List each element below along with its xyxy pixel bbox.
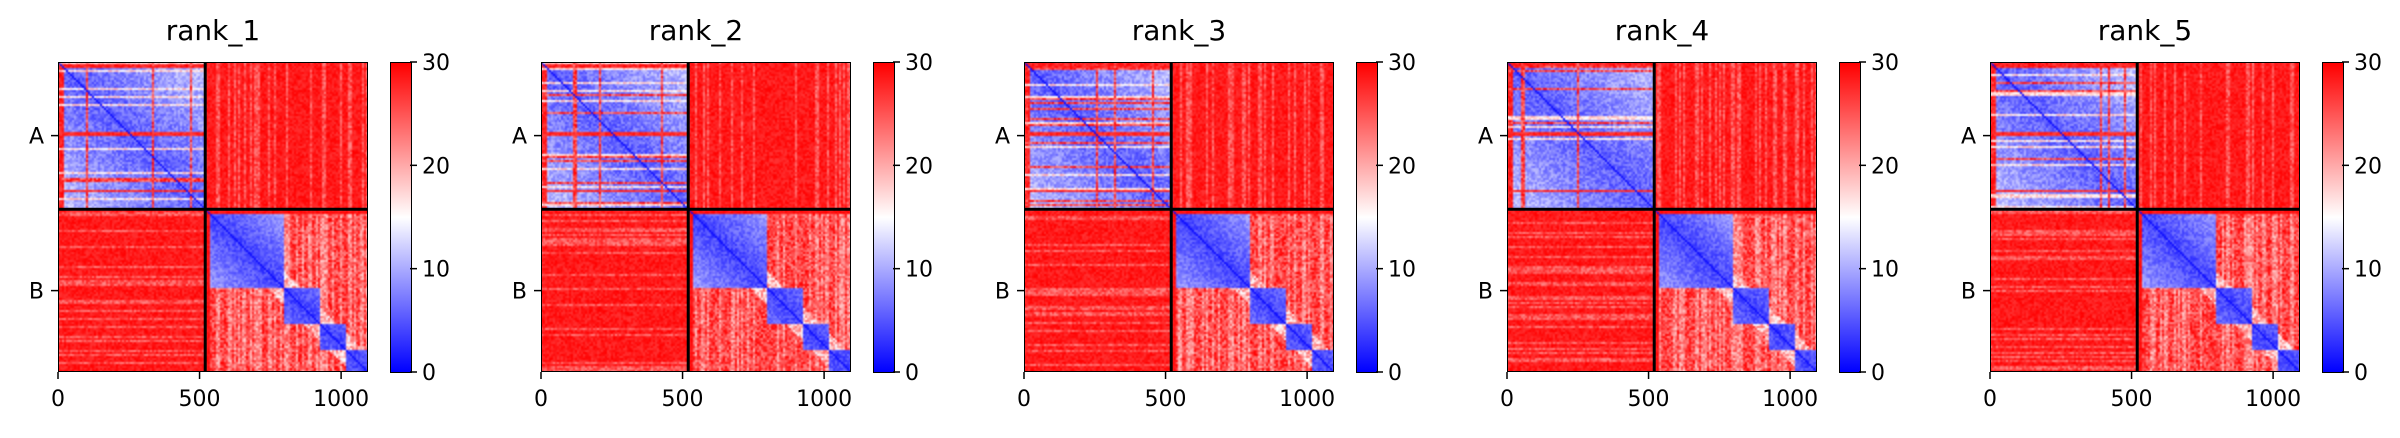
x-tick-label: 0 [1017, 387, 1031, 412]
y-tick-label: B [29, 280, 44, 305]
panel-title: rank_1 [165, 14, 261, 47]
colorbar-tick-label: 10 [1871, 258, 1899, 283]
colorbar-tick-label: 30 [1871, 51, 1899, 76]
panel-title: rank_3 [1131, 14, 1227, 47]
pae-heatmap [1507, 62, 1817, 372]
colorbar-tick-label: 0 [905, 361, 919, 386]
pae-heatmap-canvas [1507, 62, 1817, 372]
colorbar-tick-label: 30 [1388, 51, 1416, 76]
y-tick-label: A [512, 125, 527, 150]
pae-heatmap-canvas [1024, 62, 1334, 372]
x-tick-label: 1000 [1279, 387, 1335, 412]
x-tick-label: 500 [662, 387, 704, 412]
pae-heatmap [58, 62, 368, 372]
colorbar [1356, 62, 1378, 373]
colorbar-tick-label: 20 [1871, 154, 1899, 179]
x-tick-label: 0 [51, 387, 65, 412]
y-tick-label: A [1961, 125, 1976, 150]
y-tick-label: B [512, 280, 527, 305]
pae-panel: rank_1 A B 0 500 1000 0 10 20 30 [0, 0, 480, 438]
colorbar-tick-label: 0 [1388, 361, 1402, 386]
colorbar-tick-label: 0 [422, 361, 436, 386]
x-tick-label: 500 [179, 387, 221, 412]
y-tick-label: B [995, 280, 1010, 305]
y-tick-label: A [995, 125, 1010, 150]
pae-heatmap [1024, 62, 1334, 372]
colorbar-tick-label: 10 [422, 258, 450, 283]
panel-title: rank_4 [1614, 14, 1710, 47]
pae-heatmap [541, 62, 851, 372]
pae-heatmap-canvas [1990, 62, 2300, 372]
pae-heatmap-canvas [541, 62, 851, 372]
axes-overlay: A B 0 500 1000 0 10 20 30 [1961, 51, 2382, 412]
colorbar-tick-label: 20 [422, 154, 450, 179]
x-tick-label: 0 [1500, 387, 1514, 412]
x-tick-label: 1000 [313, 387, 369, 412]
x-tick-label: 500 [1628, 387, 1670, 412]
panel-title: rank_5 [2097, 14, 2193, 47]
panel-title: rank_2 [648, 14, 744, 47]
axes-overlay: A B 0 500 1000 0 10 20 30 [512, 51, 933, 412]
x-tick-label: 1000 [2245, 387, 2301, 412]
x-tick-label: 1000 [796, 387, 852, 412]
axes-overlay: A B 0 500 1000 0 10 20 30 [995, 51, 1416, 412]
colorbar-tick-label: 20 [1388, 154, 1416, 179]
colorbar-tick-label: 10 [1388, 258, 1416, 283]
colorbar-tick-label: 30 [2354, 51, 2382, 76]
x-tick-label: 1000 [1762, 387, 1818, 412]
pae-panel: rank_5 A B 0 500 1000 0 10 20 30 [1932, 0, 2400, 438]
pae-panel: rank_2 A B 0 500 1000 0 10 20 30 [483, 0, 963, 438]
colorbar-tick-label: 0 [1871, 361, 1885, 386]
pae-heatmap [1990, 62, 2300, 372]
x-tick-label: 500 [2111, 387, 2153, 412]
x-tick-label: 500 [1145, 387, 1187, 412]
y-tick-label: B [1478, 280, 1493, 305]
axes-overlay: A B 0 500 1000 0 10 20 30 [1478, 51, 1899, 412]
colorbar-tick-label: 30 [905, 51, 933, 76]
y-tick-label: A [29, 125, 44, 150]
axes-overlay: A B 0 500 1000 0 10 20 30 [29, 51, 450, 412]
colorbar-tick-label: 10 [905, 258, 933, 283]
colorbar-tick-label: 0 [2354, 361, 2368, 386]
y-tick-label: B [1961, 280, 1976, 305]
pae-heatmap-canvas [58, 62, 368, 372]
colorbar-tick-label: 10 [2354, 258, 2382, 283]
colorbar-tick-label: 20 [905, 154, 933, 179]
y-tick-label: A [1478, 125, 1493, 150]
colorbar [873, 62, 895, 373]
colorbar [390, 62, 412, 373]
colorbar [2322, 62, 2344, 373]
pae-panel: rank_4 A B 0 500 1000 0 10 20 30 [1449, 0, 1929, 438]
colorbar-tick-label: 30 [422, 51, 450, 76]
colorbar-tick-label: 20 [2354, 154, 2382, 179]
pae-panel: rank_3 A B 0 500 1000 0 10 20 30 [966, 0, 1446, 438]
x-tick-label: 0 [534, 387, 548, 412]
x-tick-label: 0 [1983, 387, 1997, 412]
colorbar [1839, 62, 1861, 373]
